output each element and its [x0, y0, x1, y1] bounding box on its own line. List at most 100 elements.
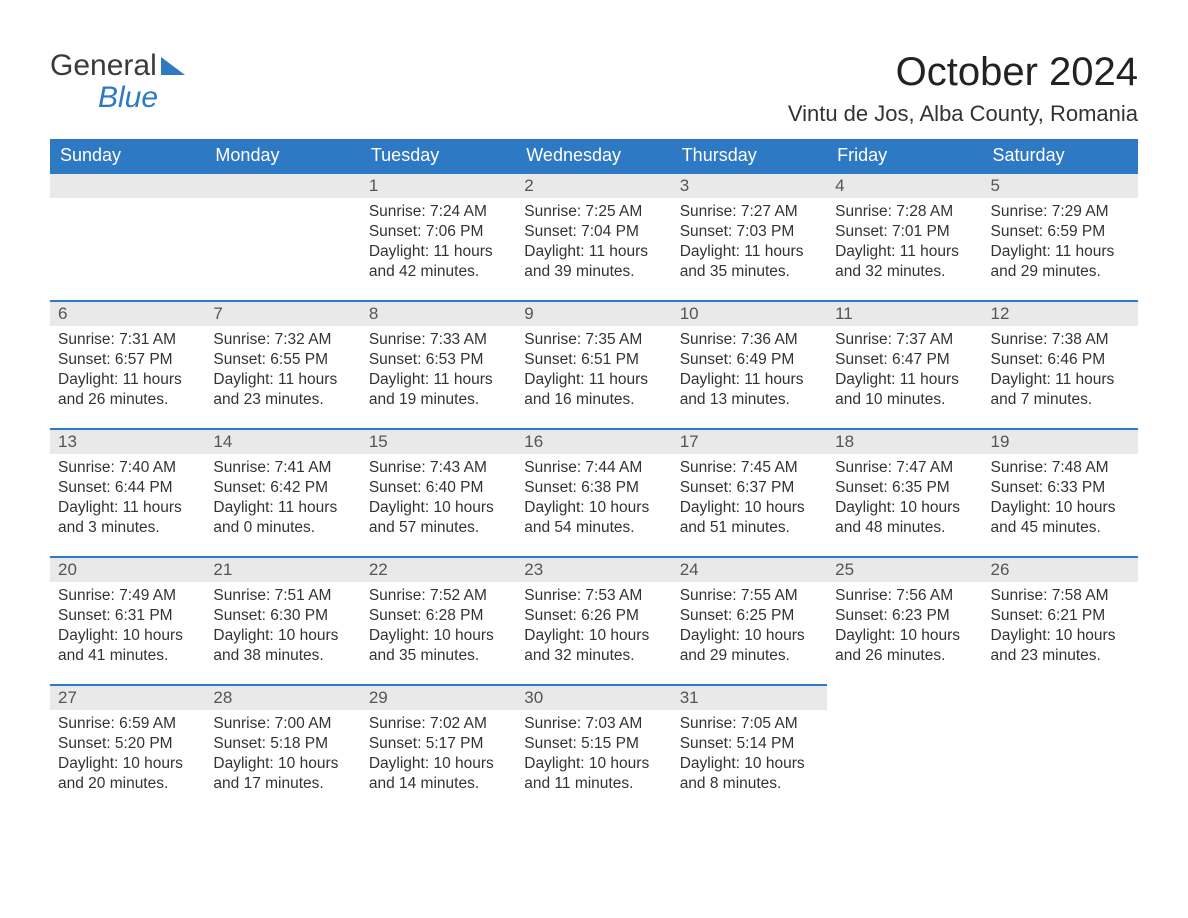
daylight-text: Daylight: 10 hours and 8 minutes. — [680, 754, 819, 794]
sunrise-text: Sunrise: 7:27 AM — [680, 202, 819, 222]
daylight-text: Daylight: 10 hours and 23 minutes. — [991, 626, 1130, 666]
daylight-text: Daylight: 10 hours and 41 minutes. — [58, 626, 197, 666]
day-body — [827, 708, 982, 720]
calendar-day-cell: 15Sunrise: 7:43 AMSunset: 6:40 PMDayligh… — [361, 428, 516, 556]
day-number: 15 — [361, 428, 516, 454]
logo-top-row: General — [50, 50, 185, 82]
sunrise-text: Sunrise: 7:45 AM — [680, 458, 819, 478]
sunrise-text: Sunrise: 6:59 AM — [58, 714, 197, 734]
sunset-text: Sunset: 6:37 PM — [680, 478, 819, 498]
daylight-text: Daylight: 10 hours and 45 minutes. — [991, 498, 1130, 538]
day-number: 27 — [50, 684, 205, 710]
sunset-text: Sunset: 6:51 PM — [524, 350, 663, 370]
day-number: 2 — [516, 172, 671, 198]
calendar-day-cell: 1Sunrise: 7:24 AMSunset: 7:06 PMDaylight… — [361, 172, 516, 300]
day-number: 23 — [516, 556, 671, 582]
sunrise-text: Sunrise: 7:53 AM — [524, 586, 663, 606]
weekday-header: Friday — [827, 139, 982, 172]
daylight-text: Daylight: 11 hours and 3 minutes. — [58, 498, 197, 538]
day-number: 3 — [672, 172, 827, 198]
daylight-text: Daylight: 11 hours and 32 minutes. — [835, 242, 974, 282]
sunset-text: Sunset: 6:57 PM — [58, 350, 197, 370]
calendar-day-cell: 25Sunrise: 7:56 AMSunset: 6:23 PMDayligh… — [827, 556, 982, 684]
sunrise-text: Sunrise: 7:49 AM — [58, 586, 197, 606]
sunrise-text: Sunrise: 7:41 AM — [213, 458, 352, 478]
logo-text-top: General — [50, 50, 157, 82]
day-number: 28 — [205, 684, 360, 710]
daylight-text: Daylight: 11 hours and 39 minutes. — [524, 242, 663, 282]
weekday-header: Monday — [205, 139, 360, 172]
daylight-text: Daylight: 10 hours and 26 minutes. — [835, 626, 974, 666]
sunrise-text: Sunrise: 7:52 AM — [369, 586, 508, 606]
calendar-day-cell — [983, 684, 1138, 812]
day-body: Sunrise: 7:47 AMSunset: 6:35 PMDaylight:… — [827, 454, 982, 547]
weekday-header: Sunday — [50, 139, 205, 172]
day-body: Sunrise: 7:44 AMSunset: 6:38 PMDaylight:… — [516, 454, 671, 547]
daylight-text: Daylight: 11 hours and 23 minutes. — [213, 370, 352, 410]
sunset-text: Sunset: 7:01 PM — [835, 222, 974, 242]
daylight-text: Daylight: 10 hours and 32 minutes. — [524, 626, 663, 666]
sunrise-text: Sunrise: 7:43 AM — [369, 458, 508, 478]
sunset-text: Sunset: 6:26 PM — [524, 606, 663, 626]
sunset-text: Sunset: 6:44 PM — [58, 478, 197, 498]
sunset-text: Sunset: 5:15 PM — [524, 734, 663, 754]
calendar-day-cell: 9Sunrise: 7:35 AMSunset: 6:51 PMDaylight… — [516, 300, 671, 428]
sunrise-text: Sunrise: 7:28 AM — [835, 202, 974, 222]
day-body: Sunrise: 7:32 AMSunset: 6:55 PMDaylight:… — [205, 326, 360, 419]
sunset-text: Sunset: 6:55 PM — [213, 350, 352, 370]
day-number — [50, 172, 205, 198]
sunset-text: Sunset: 6:35 PM — [835, 478, 974, 498]
calendar-day-cell: 11Sunrise: 7:37 AMSunset: 6:47 PMDayligh… — [827, 300, 982, 428]
weekday-header: Wednesday — [516, 139, 671, 172]
daylight-text: Daylight: 11 hours and 29 minutes. — [991, 242, 1130, 282]
day-number: 4 — [827, 172, 982, 198]
day-body: Sunrise: 7:25 AMSunset: 7:04 PMDaylight:… — [516, 198, 671, 291]
day-number — [205, 172, 360, 198]
sunrise-text: Sunrise: 7:35 AM — [524, 330, 663, 350]
calendar-day-cell — [205, 172, 360, 300]
sunset-text: Sunset: 6:33 PM — [991, 478, 1130, 498]
day-number: 1 — [361, 172, 516, 198]
sunset-text: Sunset: 6:46 PM — [991, 350, 1130, 370]
daylight-text: Daylight: 11 hours and 16 minutes. — [524, 370, 663, 410]
day-body: Sunrise: 7:35 AMSunset: 6:51 PMDaylight:… — [516, 326, 671, 419]
day-number: 18 — [827, 428, 982, 454]
calendar-day-cell: 3Sunrise: 7:27 AMSunset: 7:03 PMDaylight… — [672, 172, 827, 300]
day-number: 6 — [50, 300, 205, 326]
calendar-day-cell: 10Sunrise: 7:36 AMSunset: 6:49 PMDayligh… — [672, 300, 827, 428]
calendar-day-cell: 16Sunrise: 7:44 AMSunset: 6:38 PMDayligh… — [516, 428, 671, 556]
daylight-text: Daylight: 11 hours and 26 minutes. — [58, 370, 197, 410]
day-number: 12 — [983, 300, 1138, 326]
day-body: Sunrise: 7:31 AMSunset: 6:57 PMDaylight:… — [50, 326, 205, 419]
daylight-text: Daylight: 11 hours and 19 minutes. — [369, 370, 508, 410]
sunset-text: Sunset: 5:14 PM — [680, 734, 819, 754]
day-number: 21 — [205, 556, 360, 582]
day-number — [983, 684, 1138, 708]
day-number: 20 — [50, 556, 205, 582]
sunrise-text: Sunrise: 7:55 AM — [680, 586, 819, 606]
daylight-text: Daylight: 10 hours and 11 minutes. — [524, 754, 663, 794]
day-number: 8 — [361, 300, 516, 326]
calendar-day-cell: 7Sunrise: 7:32 AMSunset: 6:55 PMDaylight… — [205, 300, 360, 428]
calendar-day-cell: 24Sunrise: 7:55 AMSunset: 6:25 PMDayligh… — [672, 556, 827, 684]
day-body: Sunrise: 7:29 AMSunset: 6:59 PMDaylight:… — [983, 198, 1138, 291]
logo-text-bottom: Blue — [50, 82, 185, 114]
day-number: 17 — [672, 428, 827, 454]
day-body: Sunrise: 7:38 AMSunset: 6:46 PMDaylight:… — [983, 326, 1138, 419]
sunrise-text: Sunrise: 7:24 AM — [369, 202, 508, 222]
sunset-text: Sunset: 6:42 PM — [213, 478, 352, 498]
weekday-header: Saturday — [983, 139, 1138, 172]
sunset-text: Sunset: 6:21 PM — [991, 606, 1130, 626]
daylight-text: Daylight: 11 hours and 42 minutes. — [369, 242, 508, 282]
sunrise-text: Sunrise: 7:25 AM — [524, 202, 663, 222]
sunrise-text: Sunrise: 7:31 AM — [58, 330, 197, 350]
month-title: October 2024 — [788, 50, 1138, 95]
sunset-text: Sunset: 7:04 PM — [524, 222, 663, 242]
sunrise-text: Sunrise: 7:05 AM — [680, 714, 819, 734]
calendar-day-cell: 26Sunrise: 7:58 AMSunset: 6:21 PMDayligh… — [983, 556, 1138, 684]
day-number — [827, 684, 982, 708]
day-body: Sunrise: 7:43 AMSunset: 6:40 PMDaylight:… — [361, 454, 516, 547]
daylight-text: Daylight: 10 hours and 57 minutes. — [369, 498, 508, 538]
day-body: Sunrise: 7:53 AMSunset: 6:26 PMDaylight:… — [516, 582, 671, 675]
day-body: Sunrise: 7:33 AMSunset: 6:53 PMDaylight:… — [361, 326, 516, 419]
